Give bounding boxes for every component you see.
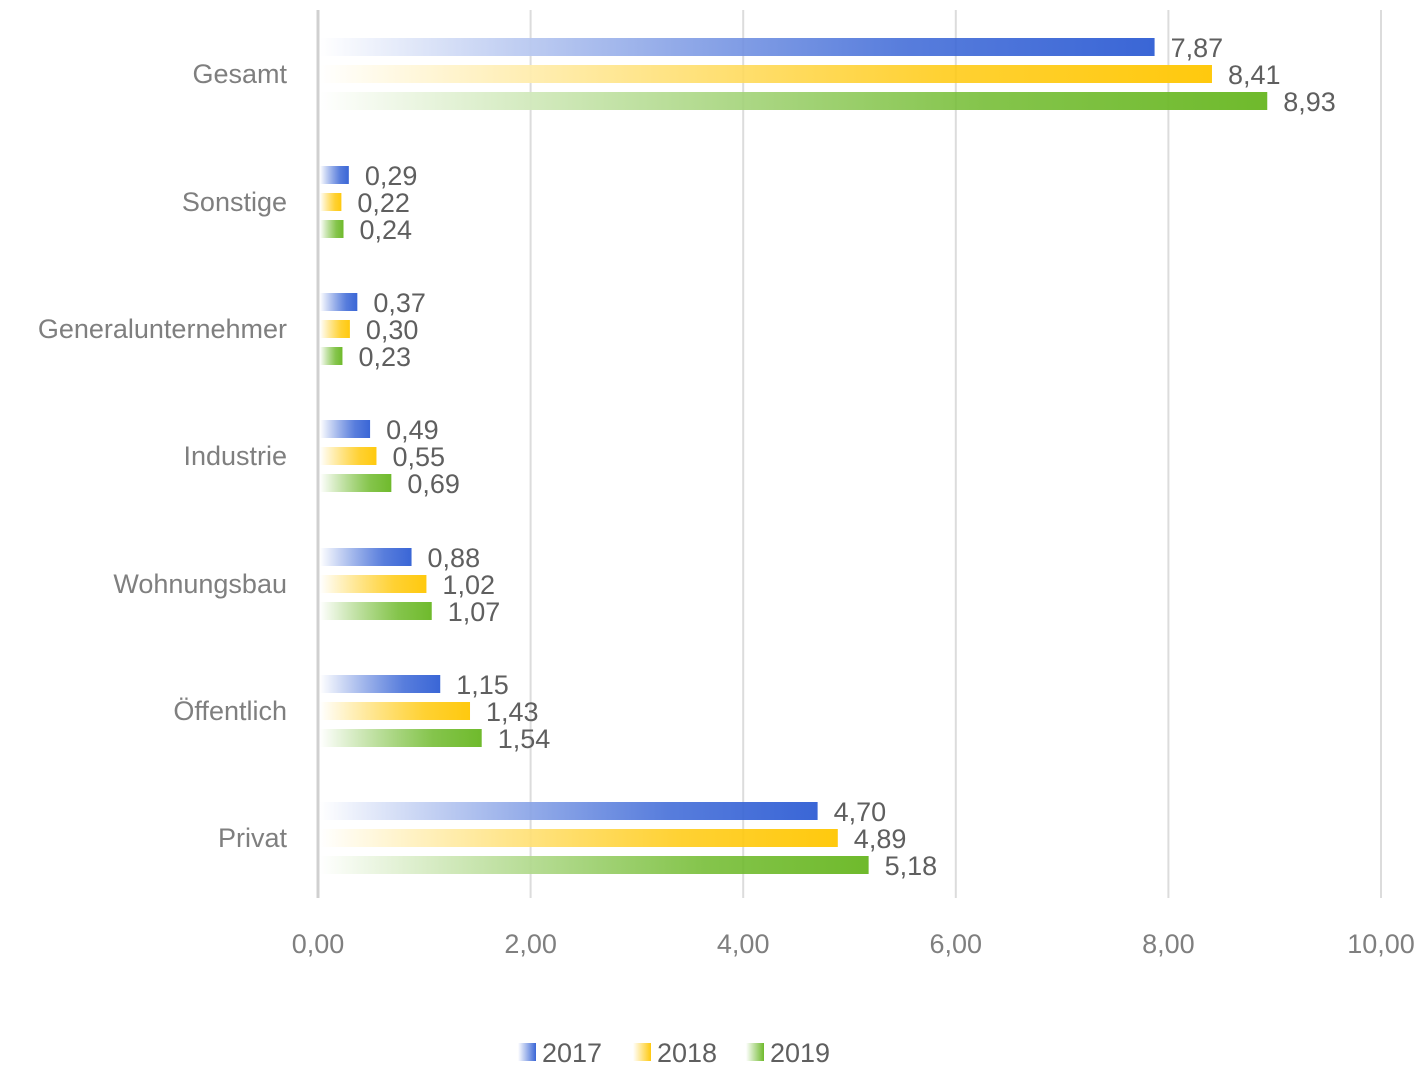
bars: [320, 38, 1268, 874]
data-label: 0,30: [366, 315, 419, 345]
data-label: 0,24: [360, 215, 413, 245]
category-label: Generalunternehmer: [38, 314, 287, 344]
data-label: 0,37: [373, 288, 426, 318]
bar-2019: [320, 92, 1268, 110]
legend-label: 2019: [770, 1038, 830, 1066]
bar-2018: [320, 320, 350, 338]
x-axis-tick-labels: 0,00 2,00 4,00 6,00 8,00 10,00: [292, 929, 1415, 959]
legend-label: 2018: [657, 1038, 717, 1066]
data-label: 5,18: [885, 851, 938, 881]
x-tick-label: 2,00: [504, 929, 557, 959]
bar-2017: [320, 802, 818, 820]
legend-label: 2017: [542, 1038, 602, 1066]
data-label: 1,43: [486, 697, 539, 727]
data-label: 0,55: [392, 442, 445, 472]
data-label: 8,41: [1228, 60, 1281, 90]
gridlines: [316, 10, 1382, 898]
data-label: 1,15: [456, 670, 509, 700]
data-label: 1,07: [448, 597, 501, 627]
bar-2018: [320, 702, 471, 720]
bar-2017: [320, 420, 371, 438]
bar-2018: [320, 193, 342, 211]
legend-swatch-2018: [633, 1043, 651, 1061]
category-label: Wohnungsbau: [113, 569, 287, 599]
category-label: Sonstige: [182, 187, 287, 217]
bar-2017: [320, 166, 349, 184]
bar-2018: [320, 575, 427, 593]
x-tick-label: 6,00: [930, 929, 983, 959]
bar-2019: [320, 474, 392, 492]
data-label: 7,87: [1171, 33, 1224, 63]
bar-2019: [320, 602, 432, 620]
data-labels: 7,878,418,93 0,290,220,24 0,370,300,23 0,49…: [357, 33, 1335, 881]
data-label: 0,29: [365, 161, 418, 191]
data-label: 4,89: [854, 824, 907, 854]
x-tick-label: 10,00: [1347, 929, 1415, 959]
category-label: Öffentlich: [173, 696, 287, 726]
category-labels: Gesamt Sonstige Generalunternehmer Industri…: [38, 59, 288, 853]
category-label: Privat: [218, 823, 288, 853]
bar-2017: [320, 38, 1155, 56]
x-tick-label: 4,00: [717, 929, 770, 959]
bar-2017: [320, 548, 412, 566]
bar-2018: [320, 65, 1212, 83]
data-label: 1,02: [442, 570, 495, 600]
bar-2019: [320, 729, 482, 747]
bar-2018: [320, 829, 838, 847]
bar-2019: [320, 220, 344, 238]
category-label: Industrie: [183, 441, 287, 471]
data-label: 0,49: [386, 415, 439, 445]
data-label: 8,93: [1283, 87, 1336, 117]
data-label: 0,23: [358, 342, 411, 372]
bar-2017: [320, 293, 358, 311]
category-label: Gesamt: [192, 59, 287, 89]
data-label: 0,22: [357, 188, 410, 218]
bar-2019: [320, 347, 343, 365]
bar-2018: [320, 447, 377, 465]
legend-swatch-2019: [746, 1043, 764, 1061]
legend-swatch-2017: [518, 1043, 536, 1061]
legend: 2017 2018 2019: [518, 1038, 830, 1068]
x-tick-label: 0,00: [292, 929, 345, 959]
data-label: 1,54: [498, 724, 551, 754]
data-label: 0,69: [407, 469, 460, 499]
data-label: 4,70: [834, 797, 887, 827]
bar-2017: [320, 675, 441, 693]
x-tick-label: 8,00: [1142, 929, 1195, 959]
data-label: 0,88: [428, 543, 481, 573]
bar-2019: [320, 856, 869, 874]
